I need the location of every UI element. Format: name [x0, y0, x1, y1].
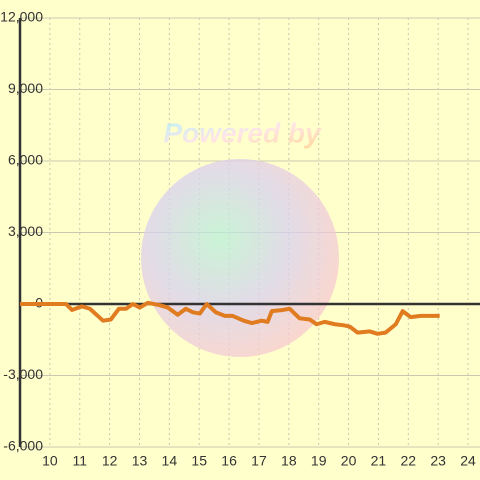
x-tick-label: 13	[132, 453, 148, 469]
y-tick-label: -3,000	[3, 366, 43, 382]
watermark: Powered by	[163, 117, 322, 148]
x-tick-label: 18	[281, 453, 297, 469]
x-tick-label: 16	[221, 453, 237, 469]
x-tick-label: 24	[460, 453, 476, 469]
x-tick-label: 15	[191, 453, 207, 469]
x-tick-label: 11	[72, 453, 87, 469]
x-tick-label: 23	[430, 453, 446, 469]
x-tick-label: 20	[341, 453, 357, 469]
series-line	[20, 300, 440, 336]
y-tick-label: 12,000	[0, 9, 43, 25]
watermark-logo	[141, 159, 339, 357]
y-tick-label: 6,000	[8, 152, 43, 168]
x-tick-label: 10	[42, 453, 58, 469]
x-tick-label: 14	[162, 453, 178, 469]
x-tick-label: 22	[401, 453, 417, 469]
x-tick-label: 17	[251, 453, 267, 469]
x-tick-label: 19	[311, 453, 327, 469]
x-tick-label: 12	[102, 453, 118, 469]
y-tick-label: 3,000	[8, 223, 43, 239]
x-tick-label: 21	[371, 453, 387, 469]
y-tick-label: 9,000	[8, 80, 43, 96]
y-tick-label: -6,000	[3, 438, 43, 454]
